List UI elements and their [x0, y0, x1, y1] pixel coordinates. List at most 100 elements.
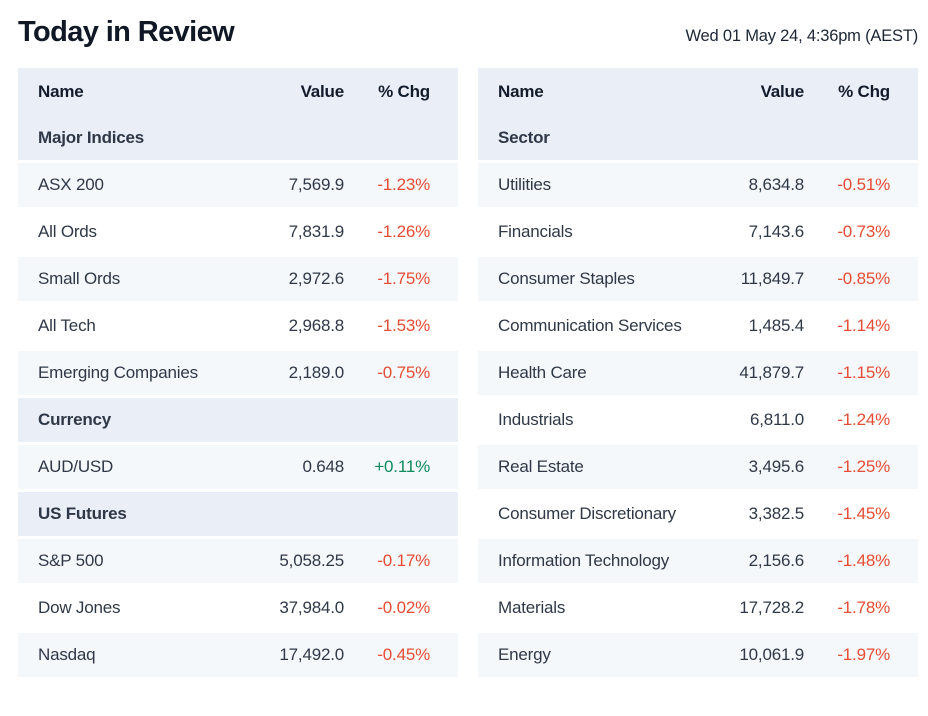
table-row-sp-500: S&P 500 5,058.25 -0.17%: [18, 539, 458, 586]
row-value: 10,061.9: [739, 645, 804, 664]
table-row-energy: Energy 10,061.9 -1.97%: [478, 633, 918, 680]
section-row-currency: Currency: [18, 398, 458, 445]
section-row-sector: Sector: [478, 116, 918, 163]
column-header-chg: % Chg: [378, 82, 430, 101]
section-label: Sector: [498, 128, 550, 147]
row-value: 2,189.0: [288, 363, 345, 382]
sectors-table: Name Value % Chg Sector Utilities 8,634.…: [478, 68, 918, 680]
row-value: 5,058.25: [279, 551, 344, 570]
row-name: Health Care: [498, 363, 587, 382]
table-row-emerging-companies: Emerging Companies 2,189.0 -0.75%: [18, 351, 458, 398]
table-row-information-technology: Information Technology 2,156.6 -1.48%: [478, 539, 918, 586]
row-change: -1.45%: [837, 504, 890, 523]
row-change: -0.02%: [377, 598, 430, 617]
row-name: Information Technology: [498, 551, 670, 570]
table-row-health-care: Health Care 41,879.7 -1.15%: [478, 351, 918, 398]
row-value: 41,879.7: [739, 363, 804, 382]
column-header-name: Name: [498, 82, 544, 101]
section-row-major-indices: Major Indices: [18, 116, 458, 163]
row-value: 17,728.2: [739, 598, 804, 617]
row-name: ASX 200: [38, 175, 104, 194]
table-row-real-estate: Real Estate 3,495.6 -1.25%: [478, 445, 918, 492]
row-name: Dow Jones: [38, 598, 121, 617]
row-name: All Tech: [38, 316, 96, 335]
row-change: -1.53%: [377, 316, 430, 335]
row-value: 7,569.9: [288, 175, 345, 194]
row-value: 0.648: [302, 457, 344, 476]
column-header-value: Value: [300, 82, 345, 101]
row-change: -1.78%: [837, 598, 890, 617]
row-value: 8,634.8: [748, 175, 805, 194]
row-name: AUD/USD: [38, 457, 114, 476]
row-value: 2,156.6: [748, 551, 805, 570]
row-value: 6,811.0: [749, 410, 804, 429]
row-value: 3,382.5: [748, 504, 805, 523]
table-row-materials: Materials 17,728.2 -1.78%: [478, 586, 918, 633]
markets-table-header-row: Name Value % Chg: [18, 68, 458, 116]
row-name: Small Ords: [38, 269, 121, 288]
column-header-name: Name: [38, 82, 84, 101]
row-change: -1.48%: [837, 551, 890, 570]
row-change: -0.17%: [377, 551, 430, 570]
table-row-nasdaq: Nasdaq 17,492.0 -0.45%: [18, 633, 458, 680]
row-name: Communication Services: [498, 316, 682, 335]
table-row-financials: Financials 7,143.6 -0.73%: [478, 210, 918, 257]
row-change: -1.15%: [837, 363, 890, 382]
table-row-communication-services: Communication Services 1,485.4 -1.14%: [478, 304, 918, 351]
row-change: -0.45%: [377, 645, 430, 664]
row-change: -1.14%: [837, 316, 890, 335]
sectors-table-header-row: Name Value % Chg: [478, 68, 918, 116]
row-name: Materials: [498, 598, 566, 617]
row-change: -1.75%: [377, 269, 430, 288]
section-label: Currency: [38, 410, 112, 429]
row-change: -1.26%: [377, 222, 430, 241]
row-name: Consumer Staples: [498, 269, 635, 288]
section-label: Major Indices: [38, 128, 145, 147]
row-name: Financials: [498, 222, 573, 241]
table-row-all-ords: All Ords 7,831.9 -1.26%: [18, 210, 458, 257]
row-change: -0.75%: [377, 363, 430, 382]
row-change: -0.85%: [837, 269, 890, 288]
row-value: 17,492.0: [279, 645, 344, 664]
row-value: 7,143.6: [748, 222, 805, 241]
row-change: -0.51%: [837, 175, 890, 194]
page-datetime: Wed 01 May 24, 4:36pm (AEST): [685, 27, 918, 45]
table-row-dow-jones: Dow Jones 37,984.0 -0.02%: [18, 586, 458, 633]
table-row-small-ords: Small Ords 2,972.6 -1.75%: [18, 257, 458, 304]
row-name: All Ords: [38, 222, 97, 241]
row-name: Industrials: [498, 410, 574, 429]
row-change: -1.97%: [837, 645, 890, 664]
row-name: Nasdaq: [38, 645, 96, 664]
section-row-us-futures: US Futures: [18, 492, 458, 539]
row-name: Energy: [498, 645, 551, 664]
row-name: Real Estate: [498, 457, 584, 476]
page-title: Today in Review: [18, 16, 235, 48]
column-header-chg: % Chg: [838, 82, 890, 101]
table-row-asx-200: ASX 200 7,569.9 -1.23%: [18, 163, 458, 210]
table-row-aud-usd: AUD/USD 0.648 +0.11%: [18, 445, 458, 492]
row-value: 2,968.8: [288, 316, 345, 335]
row-value: 1,485.4: [748, 316, 805, 335]
row-change: -0.73%: [837, 222, 890, 241]
row-value: 7,831.9: [288, 222, 345, 241]
row-name: S&P 500: [38, 551, 104, 570]
row-value: 37,984.0: [279, 598, 344, 617]
markets-table: Name Value % Chg Major Indices ASX 200 7…: [18, 68, 458, 680]
page-header: Today in Review Wed 01 May 24, 4:36pm (A…: [0, 0, 928, 68]
row-change: -1.24%: [837, 410, 890, 429]
row-change: -1.23%: [377, 175, 430, 194]
column-header-value: Value: [760, 82, 805, 101]
row-name: Emerging Companies: [38, 363, 198, 382]
row-name: Consumer Discretionary: [498, 504, 676, 523]
table-row-utilities: Utilities 8,634.8 -0.51%: [478, 163, 918, 210]
row-value: 3,495.6: [748, 457, 805, 476]
row-name: Utilities: [498, 175, 551, 194]
table-row-consumer-discretionary: Consumer Discretionary 3,382.5 -1.45%: [478, 492, 918, 539]
row-value: 11,849.7: [740, 269, 805, 288]
tables-container: Name Value % Chg Major Indices ASX 200 7…: [18, 68, 918, 680]
table-row-all-tech: All Tech 2,968.8 -1.53%: [18, 304, 458, 351]
section-label: US Futures: [38, 504, 127, 523]
row-change: -1.25%: [837, 457, 890, 476]
table-row-industrials: Industrials 6,811.0 -1.24%: [478, 398, 918, 445]
table-row-consumer-staples: Consumer Staples 11,849.7 -0.85%: [478, 257, 918, 304]
